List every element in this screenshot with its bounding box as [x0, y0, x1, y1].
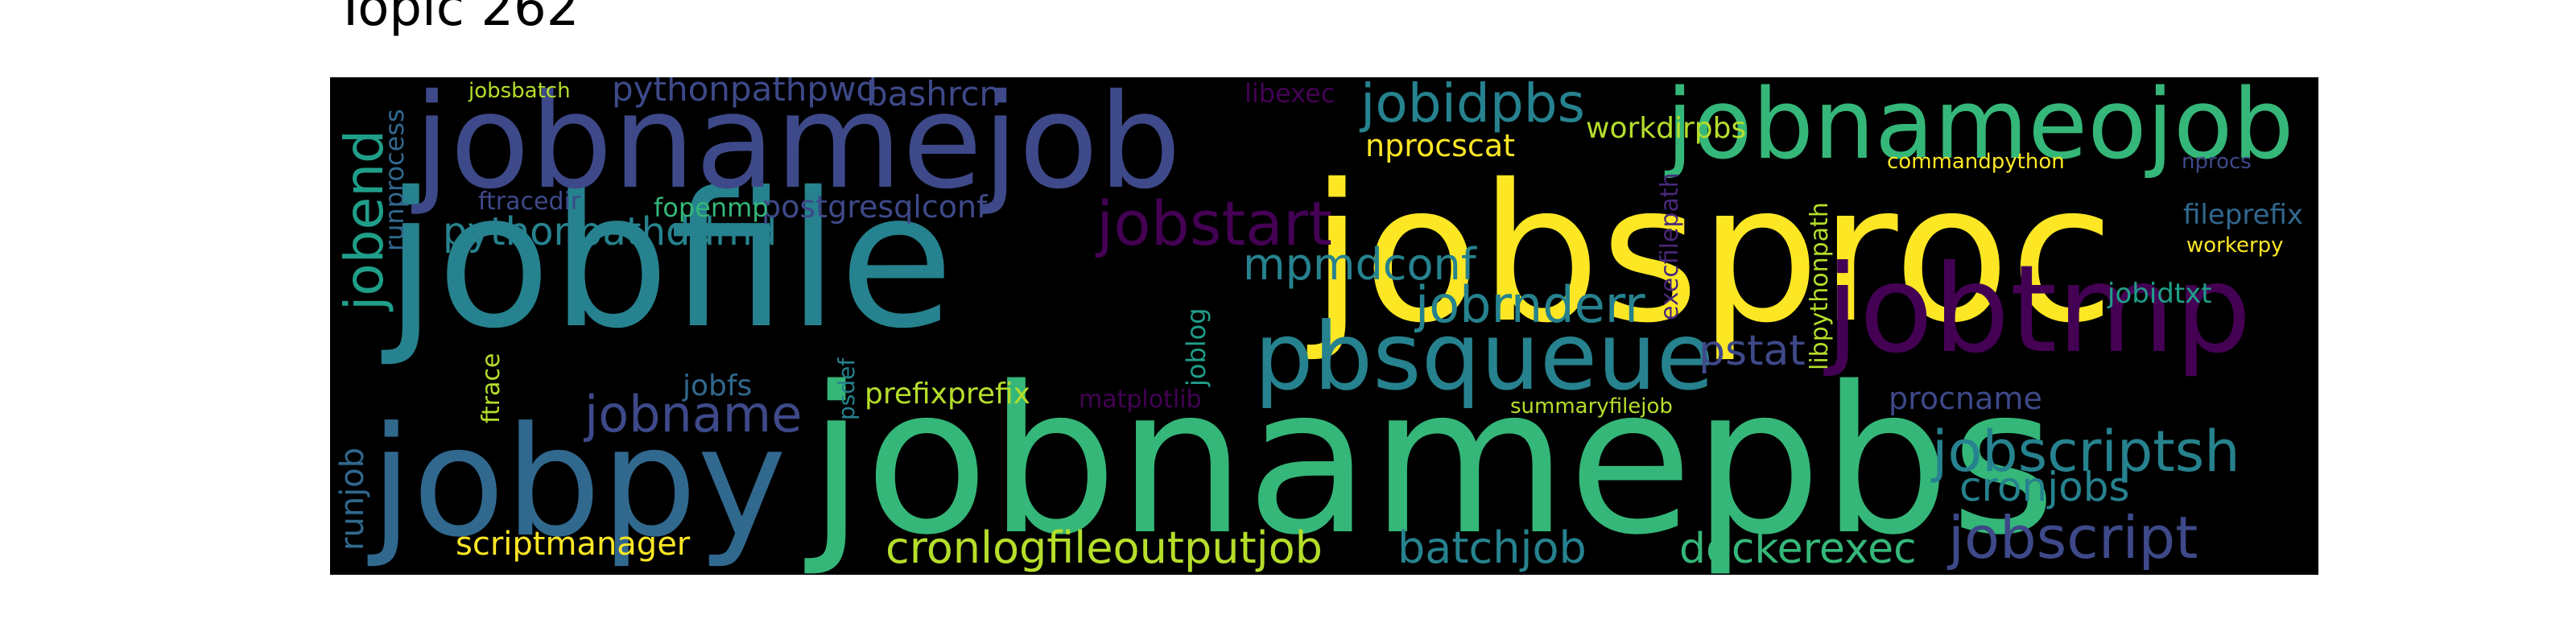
- word-bashrcn: fileprefix: [2183, 199, 2304, 231]
- word-jobpy: jobpy: [370, 394, 787, 571]
- word-pstat: workdirpbs: [1586, 112, 1747, 145]
- word-psdef: mpmdconf: [1243, 239, 1476, 290]
- word-procname: jobfs: [683, 369, 753, 402]
- word-jobfs: fopenmp: [654, 192, 769, 223]
- word-matplotlib: execfilepath: [1656, 172, 1684, 320]
- word-mpmdconf: nprocscat: [1365, 128, 1516, 163]
- word-jobsbatch: jobsbatch: [469, 79, 571, 103]
- word-jobfile: jobfile: [385, 152, 954, 369]
- word-jobscriptsh: jobscriptsh: [1932, 419, 2240, 485]
- word-cronjobs: cronjobs: [1959, 464, 2130, 510]
- word-scriptmanager: psdef: [833, 357, 860, 420]
- word-postgresqlconf: libpythonpath: [1806, 202, 1834, 370]
- word-jobsproc: jobsproc: [1311, 143, 2115, 365]
- word-jobnamejob: jobnamejob: [414, 77, 1182, 218]
- word-ftrace: bashrcn: [866, 77, 1001, 114]
- word-libexec: libexec: [1245, 78, 1335, 109]
- word-cloud: jobsproc jobnamepbs jobfile jobnamejob j…: [330, 77, 2318, 575]
- word-jobrnderr: jobrnderr: [1415, 275, 1645, 334]
- word-fileprefix: runprocess: [379, 109, 410, 251]
- word-commandpython: commandpython: [1887, 150, 2065, 174]
- word-batchjob: batchjob: [1397, 522, 1587, 573]
- word-jobnameojob: jobnameojob: [1666, 77, 2294, 181]
- word-jobnamepbs: jobnamepbs: [808, 344, 2057, 575]
- word-dockerexec: dockerexec: [1679, 525, 1917, 573]
- word-jobstart: jobstart: [1096, 188, 1332, 259]
- word-workdirpbs: ftrace: [477, 353, 506, 423]
- word-pythonpathpwd: jobidtxt: [2107, 278, 2212, 310]
- word-jobscript: jobscript: [1948, 504, 2198, 572]
- word-workerpy: workerpy: [2186, 233, 2284, 258]
- word-runprocess: pythonpathpwd: [612, 77, 878, 109]
- word-ftracedir: matplotlib: [1079, 386, 1202, 414]
- word-pbsqueue: pbsqueue: [1254, 303, 1715, 411]
- figure-title: Topic 262: [335, 0, 580, 38]
- word-nprocscat: scriptmanager: [456, 526, 691, 563]
- word-runjob: pythonpathddmd: [443, 209, 778, 254]
- word-jobidtxt: prefixprefix: [865, 378, 1030, 411]
- word-jobname: jobname: [584, 385, 803, 444]
- word-nprocs: nprocs: [2182, 150, 2252, 174]
- word-jobtmp: jobtmp: [1826, 240, 2252, 380]
- word-joblog: pstat: [1699, 327, 1806, 375]
- word-cronlogfileoutputjob: cronlogfileoutputjob: [886, 522, 1323, 573]
- word-libpythonpath: postgresqlconf: [762, 189, 988, 225]
- word-execfilepath: runjob: [334, 447, 371, 551]
- word-jobidpbs: jobidpbs: [1360, 77, 1586, 134]
- word-prefixprefix: ftracedir: [478, 188, 581, 216]
- word-summaryfilejob: summaryfilejob: [1510, 394, 1673, 419]
- word-fopenmp: joblog: [1181, 308, 1212, 386]
- word-pythonpathddmd: procname: [1889, 381, 2042, 416]
